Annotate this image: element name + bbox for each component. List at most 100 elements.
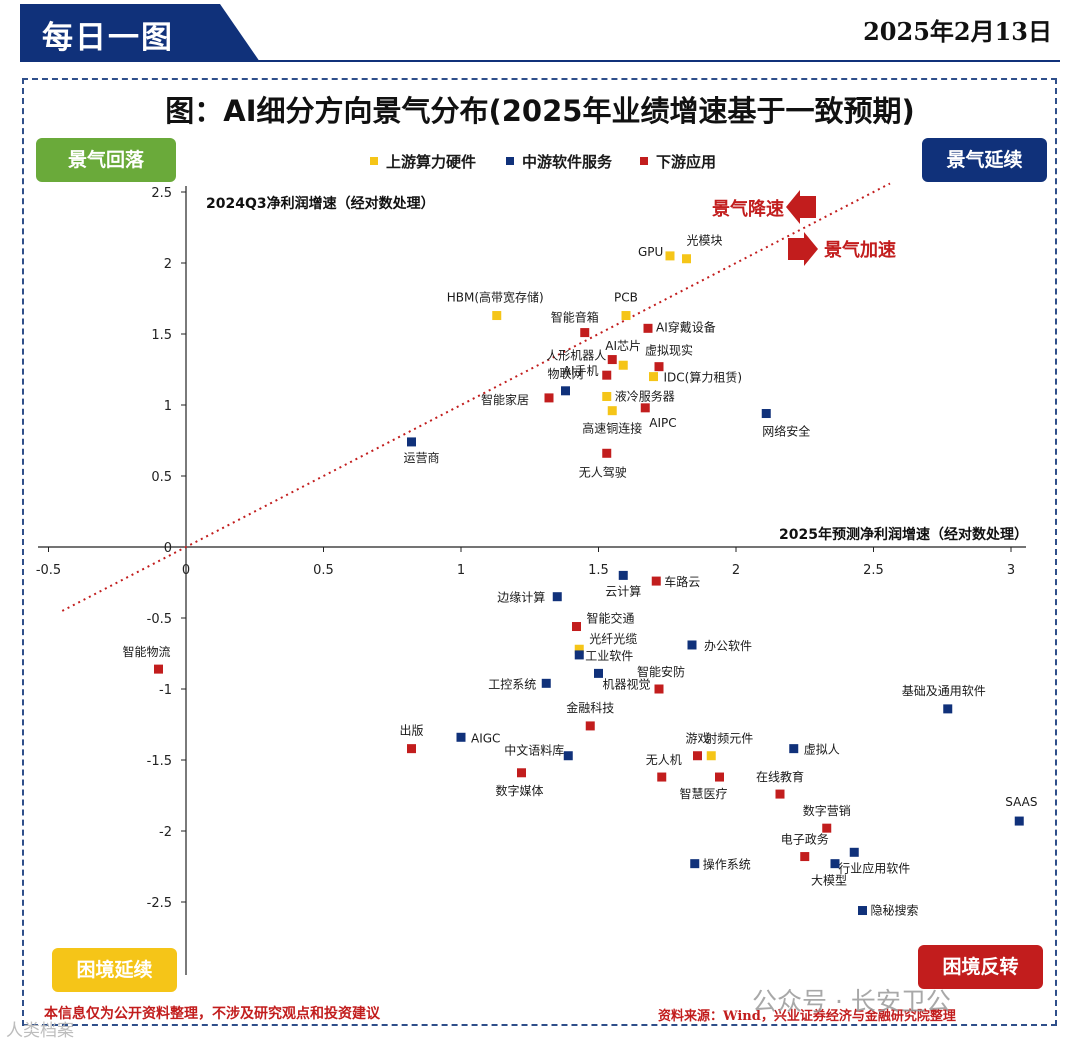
legend-swatch-downstream — [640, 157, 648, 165]
data-point-label: 无人驾驶 — [579, 464, 627, 479]
x-tick-label: 0.5 — [313, 563, 334, 578]
data-point — [580, 328, 590, 338]
data-point — [775, 789, 785, 799]
data-point-label: 隐秘搜索 — [871, 903, 919, 918]
data-point-label: 工控系统 — [488, 677, 536, 691]
x-tick-label: 3 — [1007, 563, 1015, 578]
data-point-label: 虚拟人 — [804, 743, 840, 757]
data-point — [789, 744, 799, 754]
data-point — [607, 355, 617, 365]
data-point — [687, 640, 697, 650]
data-point — [585, 721, 595, 731]
data-point-label: 金融科技 — [566, 700, 614, 715]
data-point — [618, 360, 628, 370]
data-point — [690, 859, 700, 869]
data-point — [640, 403, 650, 413]
data-point-label: 智能音箱 — [551, 310, 599, 325]
data-point-label: 网络安全 — [762, 424, 810, 439]
data-point — [618, 570, 628, 580]
x-tick-label: 0 — [182, 563, 190, 578]
data-point — [541, 678, 551, 688]
slowdown-annotation: 景气降速 — [712, 198, 784, 220]
data-point — [552, 592, 562, 602]
data-point-label: 办公软件 — [704, 638, 752, 653]
legend-swatch-upstream — [370, 157, 378, 165]
data-point — [154, 664, 163, 674]
data-point — [943, 704, 953, 714]
data-point — [651, 576, 661, 586]
acceleration-arrow-icon — [788, 232, 818, 266]
y-tick-label: -1.5 — [147, 754, 172, 769]
data-point — [602, 391, 612, 401]
data-point — [407, 744, 416, 754]
y-tick-label: 0 — [164, 541, 172, 556]
data-point — [706, 751, 716, 761]
data-point-label: 人形机器人 — [546, 349, 606, 363]
data-point-label: 中文语料库 — [504, 743, 564, 758]
data-point — [654, 362, 664, 372]
data-point — [649, 372, 658, 382]
data-point — [574, 650, 584, 660]
data-point-label: 机器视觉 — [603, 676, 651, 691]
data-point — [602, 370, 612, 380]
header-date: 2025年2月13日 — [863, 17, 1052, 46]
x-tick-label: 1.5 — [588, 563, 609, 578]
y-tick-label: 2.5 — [151, 186, 172, 201]
data-point-label: HBM(高带宽存储) — [447, 290, 544, 305]
data-point — [849, 847, 859, 857]
header-divider — [20, 60, 1060, 62]
banner-title: 每日一图 — [42, 20, 174, 56]
data-point — [574, 644, 584, 654]
data-point — [561, 386, 570, 396]
data-point — [858, 906, 867, 916]
corner-watermark: 人类档案 — [6, 1021, 74, 1041]
data-point — [563, 751, 573, 761]
data-point — [830, 859, 840, 869]
data-point — [800, 852, 810, 862]
data-point — [715, 772, 724, 782]
y-tick-label: 2 — [164, 257, 172, 272]
data-point-label: 智能安防 — [637, 664, 685, 679]
x-tick-label: 2.5 — [863, 563, 884, 578]
disclaimer-text: 本信息仅为公开资料整理，不涉及研究观点和投资建议 — [44, 1006, 380, 1022]
data-point-label: AIGC — [471, 731, 500, 745]
data-point — [657, 772, 667, 782]
data-point-label: 光纤光缆 — [589, 632, 637, 646]
data-point-label: 智能家居 — [481, 392, 529, 407]
y-tick-label: 1 — [164, 399, 172, 414]
data-point-label: 数字媒体 — [496, 783, 544, 798]
data-point-label: 智慧医疗 — [680, 786, 728, 801]
quadrant-label-bottom-left: 困境延续 — [52, 948, 177, 992]
data-point — [607, 406, 617, 416]
data-point-label: AIPC — [649, 416, 676, 430]
chart-frame — [22, 78, 1057, 1026]
wechat-watermark: 公众号 · 长安卫公 — [752, 987, 951, 1016]
header-banner: 每日一图 — [20, 4, 260, 62]
data-point — [594, 668, 603, 678]
data-point — [517, 768, 526, 778]
quadrant-label-top-right: 景气延续 — [922, 138, 1047, 182]
data-point — [407, 437, 416, 447]
legend-label-midstream: 中游软件服务 — [522, 152, 613, 171]
y-tick-label: 1.5 — [151, 328, 172, 343]
data-point-label: 虚拟现实 — [645, 343, 693, 358]
quadrant-label-top-left: 景气回落 — [36, 138, 176, 182]
y-tick-label: -2.5 — [147, 896, 172, 911]
legend-item-upstream: 上游算力硬件 — [370, 151, 476, 171]
chart-title: 图：AI细分方向景气分布(2025年业绩增速基于一致预期) — [165, 94, 915, 128]
legend-item-downstream: 下游应用 — [640, 151, 716, 171]
legend-swatch-midstream — [506, 157, 514, 165]
data-point-label: AI手机 — [563, 364, 599, 378]
y-tick-label: 0.5 — [151, 470, 172, 485]
data-point — [654, 684, 664, 694]
data-point — [822, 823, 832, 833]
data-point-label: 智能物流 — [123, 644, 171, 659]
y-tick-label: -0.5 — [147, 612, 172, 627]
data-point-label: 操作系统 — [703, 857, 751, 872]
data-point-label: 行业应用软件 — [838, 860, 910, 875]
data-point-label: 工业软件 — [585, 649, 633, 663]
data-point-label: AI芯片 — [605, 339, 641, 353]
data-point-label: 大模型 — [811, 874, 847, 888]
data-point — [761, 409, 771, 419]
